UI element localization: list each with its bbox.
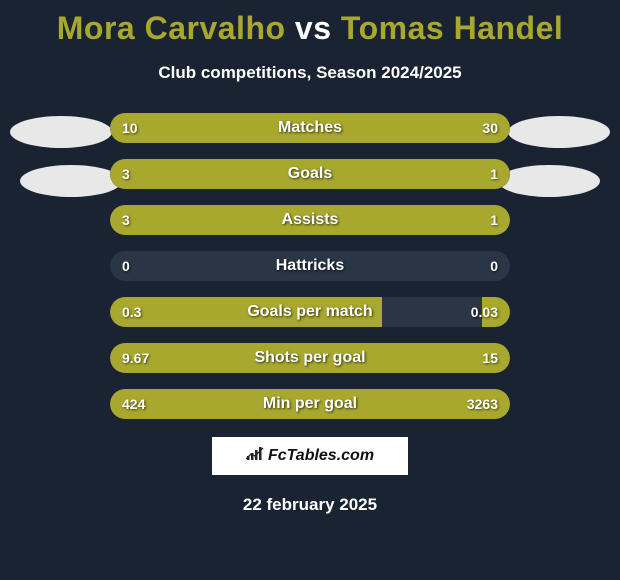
stat-label: Assists bbox=[110, 205, 510, 235]
stat-label: Goals bbox=[110, 159, 510, 189]
stat-label: Hattricks bbox=[110, 251, 510, 281]
stat-row: 0.30.03Goals per match bbox=[110, 297, 510, 327]
stat-label: Shots per goal bbox=[110, 343, 510, 373]
player2-name: Tomas Handel bbox=[341, 10, 563, 46]
stat-row: 9.6715Shots per goal bbox=[110, 343, 510, 373]
stat-label: Matches bbox=[110, 113, 510, 143]
team-badge-right-2 bbox=[498, 165, 600, 197]
subtitle: Club competitions, Season 2024/2025 bbox=[0, 63, 620, 83]
comparison-title: Mora Carvalho vs Tomas Handel bbox=[0, 0, 620, 47]
snapshot-date: 22 february 2025 bbox=[0, 495, 620, 515]
player1-name: Mora Carvalho bbox=[57, 10, 286, 46]
stat-row: 4243263Min per goal bbox=[110, 389, 510, 419]
stat-row: 00Hattricks bbox=[110, 251, 510, 281]
team-badge-left-1 bbox=[10, 116, 112, 148]
team-badge-right-1 bbox=[508, 116, 610, 148]
stat-rows: 1030Matches 31Goals 31Assists 00Hattricks 0.… bbox=[110, 113, 510, 419]
vs-separator: vs bbox=[295, 10, 332, 46]
stat-label: Min per goal bbox=[110, 389, 510, 419]
team-badge-left-2 bbox=[20, 165, 122, 197]
chart-line-icon bbox=[246, 447, 264, 466]
stat-row: 31Goals bbox=[110, 159, 510, 189]
stat-row: 31Assists bbox=[110, 205, 510, 235]
chart-area: 1030Matches 31Goals 31Assists 00Hattricks 0.… bbox=[0, 113, 620, 419]
stat-row: 1030Matches bbox=[110, 113, 510, 143]
watermark: FcTables.com bbox=[210, 435, 410, 477]
stat-label: Goals per match bbox=[110, 297, 510, 327]
watermark-text: FcTables.com bbox=[268, 447, 374, 465]
